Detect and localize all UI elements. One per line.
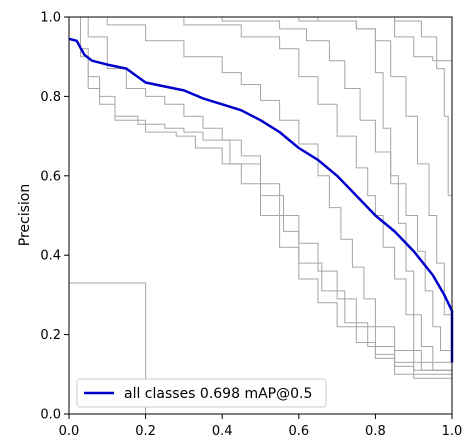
x-tick-label: 0.2 bbox=[135, 424, 156, 438]
all-classes-curve bbox=[68, 37, 454, 363]
class-curve-2 bbox=[69, 16, 453, 375]
legend: all classes 0.698 mAP@0.5 bbox=[76, 378, 327, 408]
x-tick-label: 0.6 bbox=[288, 424, 309, 438]
y-tick-label: 0.4 bbox=[40, 249, 61, 264]
legend-label: all classes 0.698 mAP@0.5 bbox=[124, 386, 312, 402]
x-tick-label: 1.0 bbox=[442, 424, 463, 438]
x-tick-label: 0.0 bbox=[59, 424, 80, 438]
class-curve-5 bbox=[69, 16, 453, 375]
legend-box bbox=[76, 378, 327, 408]
x-axis-ticks: 0.0 0.2 0.4 0.6 0.8 1.0 bbox=[59, 414, 463, 438]
class-curve-3 bbox=[69, 16, 453, 383]
x-tick-label: 0.4 bbox=[212, 424, 233, 438]
y-tick-label: 1.0 bbox=[40, 11, 61, 26]
class-curve-4 bbox=[69, 16, 453, 387]
class-curves bbox=[69, 16, 453, 414]
y-axis-ticks: 0.0 0.2 0.4 0.6 0.8 1.0 bbox=[40, 11, 69, 423]
y-tick-label: 0.8 bbox=[40, 90, 61, 105]
class-curve-11 bbox=[69, 282, 147, 414]
y-tick-label: 0.6 bbox=[40, 169, 61, 184]
plot-frame bbox=[68, 16, 453, 415]
y-tick-label: 0.2 bbox=[40, 328, 61, 343]
y-tick-label: 0.0 bbox=[40, 408, 61, 423]
class-curve-6 bbox=[69, 16, 453, 359]
class-curve-10 bbox=[69, 16, 453, 375]
main-curve-group bbox=[68, 37, 454, 363]
x-tick-label: 0.8 bbox=[365, 424, 386, 438]
y-axis-label: Precision bbox=[17, 184, 33, 246]
